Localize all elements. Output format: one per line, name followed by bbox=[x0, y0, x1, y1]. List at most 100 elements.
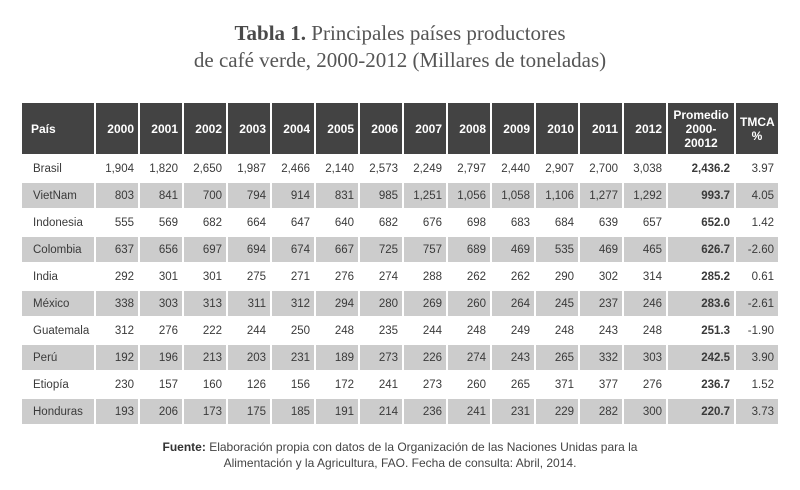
value-cell: 203 bbox=[226, 343, 272, 372]
header-year: 2012 bbox=[622, 101, 668, 156]
header-year: 2008 bbox=[446, 101, 492, 156]
value-cell: 262 bbox=[446, 262, 492, 291]
value-cell: 2,249 bbox=[402, 154, 448, 183]
value-cell: 226 bbox=[402, 343, 448, 372]
country-cell: India bbox=[20, 262, 96, 291]
value-cell: 248 bbox=[534, 316, 580, 345]
value-cell: 664 bbox=[226, 208, 272, 237]
tmca-cell: 3.97 bbox=[734, 154, 780, 183]
header-year: 2003 bbox=[226, 101, 272, 156]
value-cell: 657 bbox=[622, 208, 668, 237]
value-cell: 282 bbox=[578, 397, 624, 426]
value-cell: 698 bbox=[446, 208, 492, 237]
value-cell: 222 bbox=[182, 316, 228, 345]
header-year: 2006 bbox=[358, 101, 404, 156]
value-cell: 465 bbox=[622, 235, 668, 264]
value-cell: 236 bbox=[402, 397, 448, 426]
value-cell: 694 bbox=[226, 235, 272, 264]
tmca-cell: 1.52 bbox=[734, 370, 780, 399]
average-cell: 220.7 bbox=[666, 397, 736, 426]
header-year: 2000 bbox=[94, 101, 140, 156]
value-cell: 469 bbox=[490, 235, 536, 264]
value-cell: 274 bbox=[358, 262, 404, 291]
country-cell: Colombia bbox=[20, 235, 96, 264]
value-cell: 274 bbox=[446, 343, 492, 372]
tmca-cell: 1.42 bbox=[734, 208, 780, 237]
value-cell: 172 bbox=[314, 370, 360, 399]
table-row: México 338 303 313 311 312 294 280 269 260 264 245 2… bbox=[20, 289, 780, 318]
header-year: 2004 bbox=[270, 101, 316, 156]
average-cell: 283.6 bbox=[666, 289, 736, 318]
tmca-cell: 4.05 bbox=[734, 181, 780, 210]
value-cell: 235 bbox=[358, 316, 404, 345]
value-cell: 725 bbox=[358, 235, 404, 264]
value-cell: 371 bbox=[534, 370, 580, 399]
value-cell: 231 bbox=[270, 343, 316, 372]
value-cell: 555 bbox=[94, 208, 140, 237]
value-cell: 237 bbox=[578, 289, 624, 318]
value-cell: 313 bbox=[182, 289, 228, 318]
value-cell: 3,038 bbox=[622, 154, 668, 183]
value-cell: 214 bbox=[358, 397, 404, 426]
title-label: Tabla 1. bbox=[234, 21, 307, 45]
value-cell: 196 bbox=[138, 343, 184, 372]
value-cell: 700 bbox=[182, 181, 228, 210]
value-cell: 265 bbox=[534, 343, 580, 372]
title-line-2: de café verde, 2000-2012 (Millares de to… bbox=[193, 48, 607, 72]
tmca-cell: 3.90 bbox=[734, 343, 780, 372]
source-label: Fuente: bbox=[162, 440, 206, 454]
value-cell: 377 bbox=[578, 370, 624, 399]
value-cell: 757 bbox=[402, 235, 448, 264]
table-row: Indonesia 555 569 682 664 647 640 682 676 698 683 6… bbox=[20, 208, 780, 237]
header-tmca-line: TMCA bbox=[740, 114, 775, 129]
average-cell: 652.0 bbox=[666, 208, 736, 237]
value-cell: 985 bbox=[358, 181, 404, 210]
value-cell: 248 bbox=[446, 316, 492, 345]
value-cell: 175 bbox=[226, 397, 272, 426]
table-row: India 292 301 301 275 271 276 274 288 262 262 290 30… bbox=[20, 262, 780, 291]
value-cell: 160 bbox=[182, 370, 228, 399]
header-year: 2011 bbox=[578, 101, 624, 156]
tmca-cell: -2.60 bbox=[734, 235, 780, 264]
value-cell: 260 bbox=[446, 289, 492, 318]
table-row: Brasil 1,904 1,820 2,650 1,987 2,466 2,140 2,57… bbox=[20, 154, 780, 183]
value-cell: 312 bbox=[270, 289, 316, 318]
value-cell: 156 bbox=[270, 370, 316, 399]
value-cell: 312 bbox=[94, 316, 140, 345]
value-cell: 213 bbox=[182, 343, 228, 372]
value-cell: 192 bbox=[94, 343, 140, 372]
header-average: Promedio 2000- 20012 bbox=[666, 101, 736, 156]
value-cell: 914 bbox=[270, 181, 316, 210]
value-cell: 841 bbox=[138, 181, 184, 210]
table-row: VietNam 803 841 700 794 914 831 985 1,251 1,056 1,… bbox=[20, 181, 780, 210]
header-average-line: 2000- bbox=[685, 121, 717, 136]
value-cell: 2,797 bbox=[446, 154, 492, 183]
country-cell: Perú bbox=[20, 343, 96, 372]
value-cell: 271 bbox=[270, 262, 316, 291]
table-body: Brasil 1,904 1,820 2,650 1,987 2,466 2,140 2,57… bbox=[20, 154, 780, 426]
table-row: Colombia 637 656 697 694 674 667 725 757 689 469 53… bbox=[20, 235, 780, 264]
value-cell: 241 bbox=[446, 397, 492, 426]
value-cell: 1,251 bbox=[402, 181, 448, 210]
country-cell: Brasil bbox=[20, 154, 96, 183]
value-cell: 250 bbox=[270, 316, 316, 345]
value-cell: 276 bbox=[138, 316, 184, 345]
value-cell: 535 bbox=[534, 235, 580, 264]
value-cell: 1,058 bbox=[490, 181, 536, 210]
value-cell: 469 bbox=[578, 235, 624, 264]
value-cell: 290 bbox=[534, 262, 580, 291]
average-cell: 2,436.2 bbox=[666, 154, 736, 183]
header-average-line: 20012 bbox=[684, 135, 718, 150]
source-text-1: Elaboración propia con datos de la Organ… bbox=[209, 440, 638, 454]
header-tmca: TMCA% bbox=[734, 101, 780, 156]
header-year: 2005 bbox=[314, 101, 360, 156]
average-cell: 285.2 bbox=[666, 262, 736, 291]
value-cell: 674 bbox=[270, 235, 316, 264]
value-cell: 803 bbox=[94, 181, 140, 210]
value-cell: 1,292 bbox=[622, 181, 668, 210]
table-row: Etiopía 230 157 160 126 156 172 241 273 260 265 371… bbox=[20, 370, 780, 399]
value-cell: 311 bbox=[226, 289, 272, 318]
header-country: País bbox=[20, 101, 96, 156]
value-cell: 157 bbox=[138, 370, 184, 399]
value-cell: 230 bbox=[94, 370, 140, 399]
